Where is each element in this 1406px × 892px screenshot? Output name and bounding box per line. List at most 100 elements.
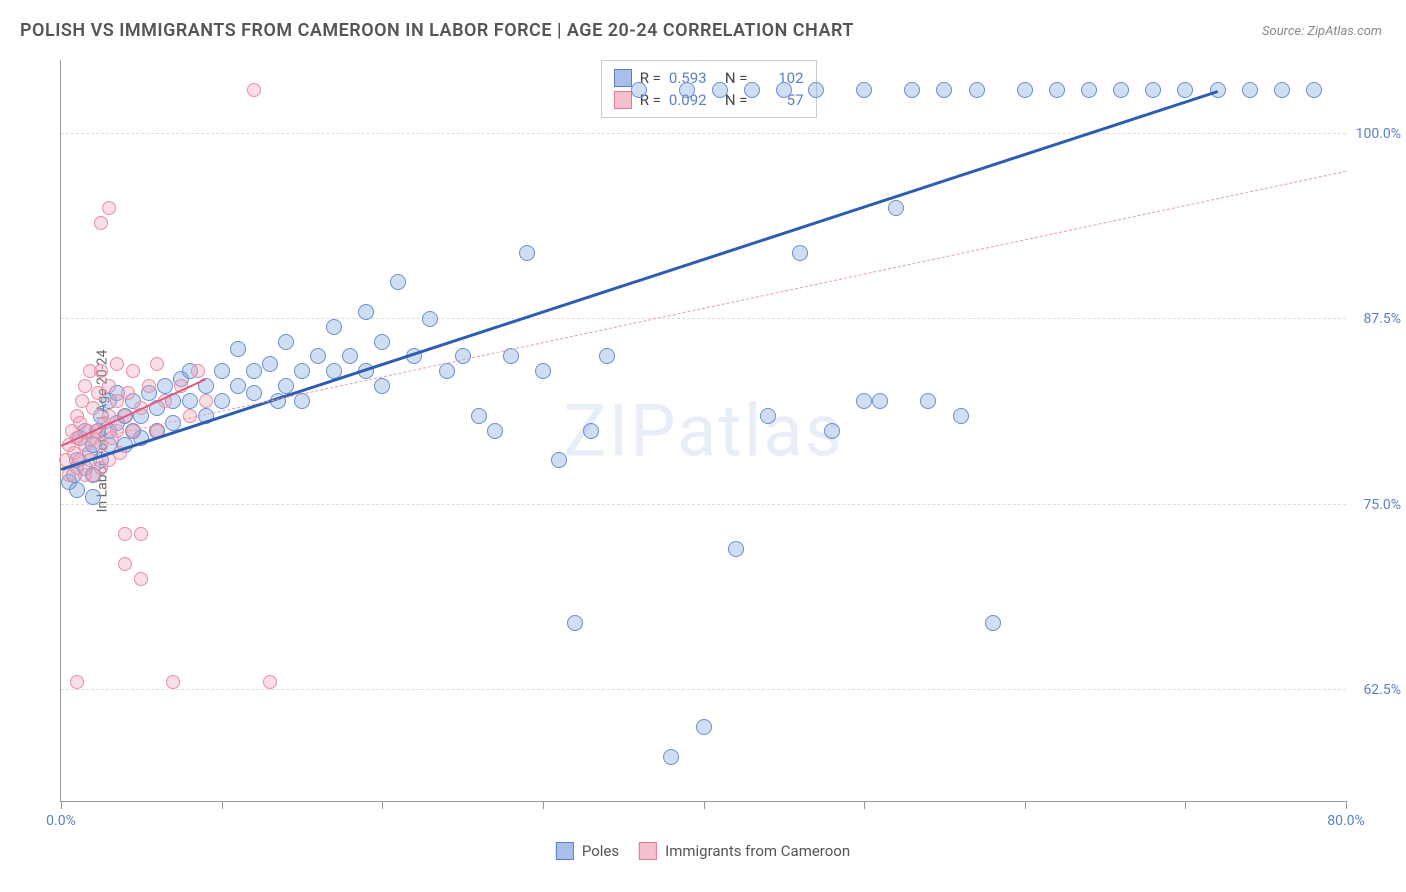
- x-tick: [1185, 801, 1186, 809]
- x-tick: [61, 801, 62, 809]
- scatter-marker: [1242, 82, 1258, 98]
- scatter-marker: [342, 348, 358, 364]
- scatter-marker: [1049, 82, 1065, 98]
- scatter-marker: [969, 82, 985, 98]
- x-tick: [704, 801, 705, 809]
- scatter-marker: [824, 423, 840, 439]
- scatter-marker: [888, 200, 904, 216]
- scatter-marker: [936, 82, 952, 98]
- legend-swatch-icon: [614, 91, 632, 109]
- scatter-marker: [102, 379, 116, 393]
- watermark: ZIPatlas: [563, 388, 843, 473]
- scatter-marker: [374, 334, 390, 350]
- scatter-marker: [110, 357, 124, 371]
- scatter-marker: [247, 83, 261, 97]
- scatter-marker: [70, 675, 84, 689]
- scatter-marker: [118, 527, 132, 541]
- scatter-marker: [118, 557, 132, 571]
- scatter-marker: [551, 452, 567, 468]
- scatter-marker: [121, 386, 135, 400]
- scatter-marker: [439, 363, 455, 379]
- scatter-marker: [263, 675, 277, 689]
- scatter-marker: [166, 675, 180, 689]
- scatter-marker: [808, 82, 824, 98]
- scatter-marker: [1113, 82, 1129, 98]
- scatter-marker: [182, 393, 198, 409]
- gridline-horizontal: [61, 504, 1346, 505]
- x-tick: [222, 801, 223, 809]
- scatter-marker: [199, 394, 213, 408]
- x-tick-label: 80.0%: [1327, 813, 1365, 829]
- y-tick-label: 62.5%: [1363, 682, 1401, 698]
- scatter-marker: [599, 348, 615, 364]
- x-tick-label: 0.0%: [46, 813, 76, 829]
- scatter-marker: [94, 216, 108, 230]
- gridline-horizontal: [61, 318, 1346, 319]
- scatter-marker: [102, 201, 116, 215]
- scatter-marker: [191, 364, 205, 378]
- scatter-marker: [744, 82, 760, 98]
- scatter-marker: [535, 363, 551, 379]
- scatter-marker: [374, 378, 390, 394]
- gridline-horizontal: [61, 133, 1346, 134]
- scatter-marker: [1017, 82, 1033, 98]
- y-tick-label: 75.0%: [1363, 497, 1401, 513]
- scatter-marker: [150, 357, 164, 371]
- x-tick: [382, 801, 383, 809]
- scatter-marker: [246, 363, 262, 379]
- scatter-marker: [310, 348, 326, 364]
- scatter-marker: [1274, 82, 1290, 98]
- scatter-marker: [1145, 82, 1161, 98]
- scatter-marker: [567, 615, 583, 631]
- chart-title: POLISH VS IMMIGRANTS FROM CAMEROON IN LA…: [20, 20, 854, 41]
- scatter-marker: [1177, 82, 1193, 98]
- trendline: [61, 90, 1218, 471]
- scatter-marker: [519, 245, 535, 261]
- scatter-marker: [214, 363, 230, 379]
- scatter-marker: [294, 363, 310, 379]
- source-label: Source: ZipAtlas.com: [1262, 24, 1382, 39]
- scatter-marker: [230, 341, 246, 357]
- scatter-marker: [856, 393, 872, 409]
- scatter-marker: [157, 378, 173, 394]
- scatter-marker: [760, 408, 776, 424]
- scatter-marker: [69, 482, 85, 498]
- bottom-legend: Poles Immigrants from Cameroon: [556, 842, 850, 860]
- gridline-horizontal: [61, 689, 1346, 690]
- scatter-marker: [86, 401, 100, 415]
- scatter-marker: [422, 311, 438, 327]
- scatter-marker: [78, 379, 92, 393]
- scatter-marker: [1306, 82, 1322, 98]
- scatter-marker: [985, 615, 1001, 631]
- scatter-marker: [776, 82, 792, 98]
- scatter-marker: [487, 423, 503, 439]
- scatter-marker: [230, 378, 246, 394]
- scatter-marker: [953, 408, 969, 424]
- x-tick: [864, 801, 865, 809]
- y-tick-label: 100.0%: [1356, 126, 1401, 142]
- scatter-marker: [856, 82, 872, 98]
- scatter-marker: [326, 319, 342, 335]
- scatter-marker: [872, 393, 888, 409]
- scatter-marker: [110, 424, 124, 438]
- scatter-marker: [1081, 82, 1097, 98]
- x-tick: [1025, 801, 1026, 809]
- scatter-marker: [134, 527, 148, 541]
- scatter-marker: [792, 245, 808, 261]
- scatter-marker: [262, 356, 278, 372]
- legend-swatch-icon: [639, 842, 657, 860]
- scatter-marker: [94, 364, 108, 378]
- plot-area: In Labor Force | Age 20-24 ZIPatlas R =0…: [60, 60, 1346, 802]
- scatter-marker: [696, 719, 712, 735]
- bottom-legend-label: Poles: [582, 842, 619, 860]
- scatter-marker: [85, 489, 101, 505]
- bottom-legend-label: Immigrants from Cameroon: [665, 842, 850, 860]
- x-tick: [543, 801, 544, 809]
- scatter-marker: [679, 82, 695, 98]
- scatter-marker: [214, 393, 230, 409]
- scatter-marker: [390, 274, 406, 290]
- scatter-marker: [142, 379, 156, 393]
- scatter-marker: [920, 393, 936, 409]
- scatter-marker: [712, 82, 728, 98]
- scatter-marker: [631, 82, 647, 98]
